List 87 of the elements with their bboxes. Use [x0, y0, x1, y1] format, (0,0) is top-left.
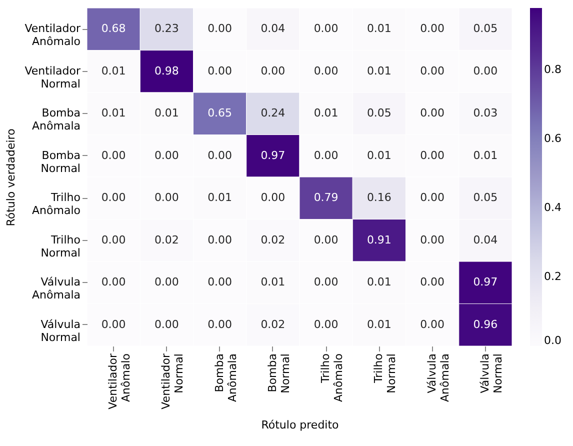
data-label: 0.96: [473, 318, 498, 331]
data-label: 0.01: [154, 106, 179, 120]
data-label: 0.00: [473, 64, 498, 78]
data-label: 0.01: [260, 276, 286, 289]
data-label: 0.79: [314, 191, 338, 204]
x-tick-label: Ventilador Anômalo: [106, 353, 133, 410]
data-label: 0.05: [473, 22, 498, 36]
data-label: 0.00: [314, 148, 338, 162]
data-label: 0.03: [473, 106, 498, 120]
data-label: 0.68: [101, 22, 126, 36]
data-label: 0.98: [154, 64, 179, 78]
data-label: 0.02: [260, 233, 286, 246]
data-label: 0.00: [154, 148, 179, 162]
color-bar-label: 0.0: [544, 334, 562, 347]
data-label: 0.00: [420, 318, 445, 331]
data-label: 0.00: [420, 191, 445, 204]
x-axis-title: Rótulo predito: [261, 418, 340, 432]
x-tick-label: Bomba Normal: [266, 354, 292, 394]
data-label: 0.01: [366, 22, 392, 36]
color-bar-label: 0.8: [544, 63, 562, 76]
data-label: 0.02: [154, 233, 179, 246]
x-tick-label: Bomba Anômala: [212, 354, 239, 402]
data-label: 0.00: [260, 191, 286, 204]
x-tick-label: Trilho Anômalo: [319, 353, 346, 402]
data-label: 0.97: [260, 148, 286, 162]
y-axis-title: Rótulo verdadeiro: [4, 128, 18, 226]
data-label: 0.01: [366, 276, 392, 289]
y-tick-label: Ventilador Anômalo: [24, 22, 81, 48]
y-tick-label: Válvula Anômala: [32, 276, 80, 302]
x-tick-label: Válvula Normal: [478, 354, 504, 394]
data-label: 0.00: [101, 191, 126, 204]
data-label: 0.00: [101, 148, 126, 162]
data-label: 0.05: [366, 106, 392, 120]
data-label: 0.01: [314, 106, 338, 120]
y-tick-label: Bomba Anômala: [32, 106, 80, 133]
data-label: 0.65: [208, 106, 232, 120]
data-label: 0.00: [420, 233, 445, 246]
data-label: 0.01: [101, 106, 126, 120]
data-label: 0.01: [208, 191, 232, 204]
y-tick-label: Ventilador Normal: [24, 64, 81, 90]
y-tick-label: Bomba Normal: [40, 148, 80, 175]
data-label: 0.01: [101, 64, 126, 78]
data-label: 0.00: [101, 318, 126, 331]
data-label: 0.00: [314, 318, 338, 331]
data-label: 0.00: [420, 276, 445, 289]
x-tick-label: Ventilador Normal: [160, 353, 186, 410]
data-label: 0.05: [473, 191, 498, 204]
data-label: 0.01: [473, 148, 498, 162]
data-label: 0.00: [420, 64, 445, 78]
data-label: 0.00: [208, 148, 232, 162]
data-label: 0.00: [420, 148, 445, 162]
data-label: 0.00: [154, 318, 179, 331]
x-tick-label: Válvula Anômala: [425, 354, 452, 402]
data-label: 0.04: [473, 233, 498, 246]
data-label: 0.01: [366, 148, 392, 162]
data-label: 0.00: [314, 276, 338, 289]
data-label: 0.00: [314, 64, 338, 78]
data-label: 0.00: [208, 276, 232, 289]
data-label: 0.00: [101, 233, 126, 246]
data-label: 0.00: [420, 106, 445, 120]
color-bar-label: 0.6: [544, 132, 562, 146]
data-label: 0.00: [314, 233, 338, 246]
data-label: 0.23: [154, 22, 179, 36]
data-label: 0.02: [260, 318, 286, 331]
data-label: 0.91: [366, 233, 392, 246]
data-label: 0.00: [154, 191, 179, 204]
data-label: 0.97: [473, 276, 498, 289]
data-label: 0.24: [260, 106, 286, 120]
data-label: 0.04: [260, 22, 286, 36]
data-label: 0.00: [420, 22, 445, 36]
data-label: 0.00: [101, 276, 126, 289]
data-label: 0.00: [260, 64, 286, 78]
y-tick-label: Trilho Normal: [40, 233, 81, 260]
x-tick-label: Trilho Normal: [372, 353, 398, 394]
data-label: 0.00: [154, 276, 179, 289]
data-label: 0.00: [314, 22, 338, 36]
data-label: 0.01: [366, 64, 392, 78]
data-label: 0.00: [208, 233, 232, 246]
data-label: 0.00: [208, 318, 232, 331]
y-tick-label: Trilho Anômalo: [32, 191, 81, 218]
data-label: 0.00: [208, 22, 232, 36]
y-tick-label: Válvula Normal: [40, 318, 80, 344]
color-bar-label: 0.4: [544, 201, 562, 214]
data-label: 0.16: [366, 191, 392, 204]
color-bar-label: 0.2: [544, 270, 562, 284]
data-label: 0.01: [366, 318, 392, 331]
data-label: 0.00: [208, 64, 232, 78]
